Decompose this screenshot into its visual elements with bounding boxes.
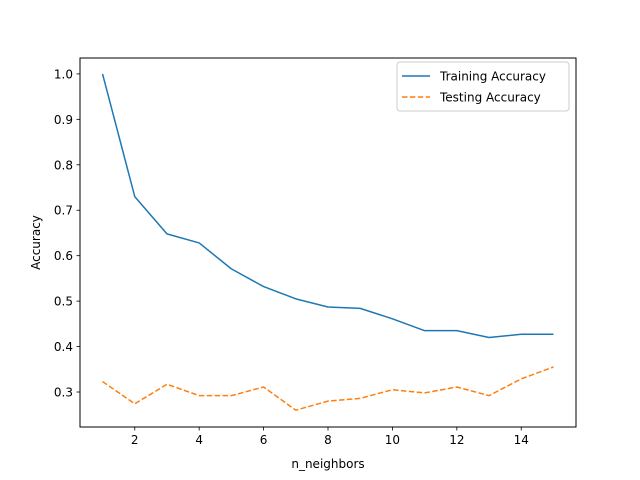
x-tick-label: 4 bbox=[195, 433, 203, 447]
y-tick-label: 0.7 bbox=[54, 204, 73, 218]
plot-lines bbox=[101, 73, 554, 411]
y-tick-label: 1.0 bbox=[54, 67, 73, 81]
legend: Training Accuracy Testing Accuracy bbox=[396, 61, 570, 112]
x-tick-label: 14 bbox=[514, 433, 529, 447]
training-accuracy-line bbox=[101, 73, 554, 339]
y-tick-label: 0.3 bbox=[54, 386, 73, 400]
x-axis: 2 4 6 8 10 12 14 bbox=[131, 427, 529, 447]
x-tick-label: 12 bbox=[449, 433, 464, 447]
legend-box bbox=[396, 61, 570, 112]
x-tick-label: 10 bbox=[385, 433, 400, 447]
x-tick-label: 6 bbox=[260, 433, 268, 447]
legend-label-testing: Testing Accuracy bbox=[439, 91, 541, 105]
legend-label-training: Training Accuracy bbox=[439, 70, 546, 84]
x-axis-label: n_neighbors bbox=[291, 457, 364, 471]
y-axis: 0.3 0.4 0.5 0.6 0.7 0.8 0.9 1.0 bbox=[54, 67, 80, 400]
y-tick-label: 0.5 bbox=[54, 295, 73, 309]
y-tick-label: 0.4 bbox=[54, 340, 73, 354]
x-tick-label: 2 bbox=[131, 433, 139, 447]
y-tick-label: 0.6 bbox=[54, 249, 73, 263]
y-axis-label: Accuracy bbox=[29, 215, 43, 270]
y-tick-label: 0.8 bbox=[54, 158, 73, 172]
x-tick-label: 8 bbox=[324, 433, 332, 447]
y-tick-label: 0.9 bbox=[54, 113, 73, 127]
testing-accuracy-line bbox=[102, 366, 554, 411]
